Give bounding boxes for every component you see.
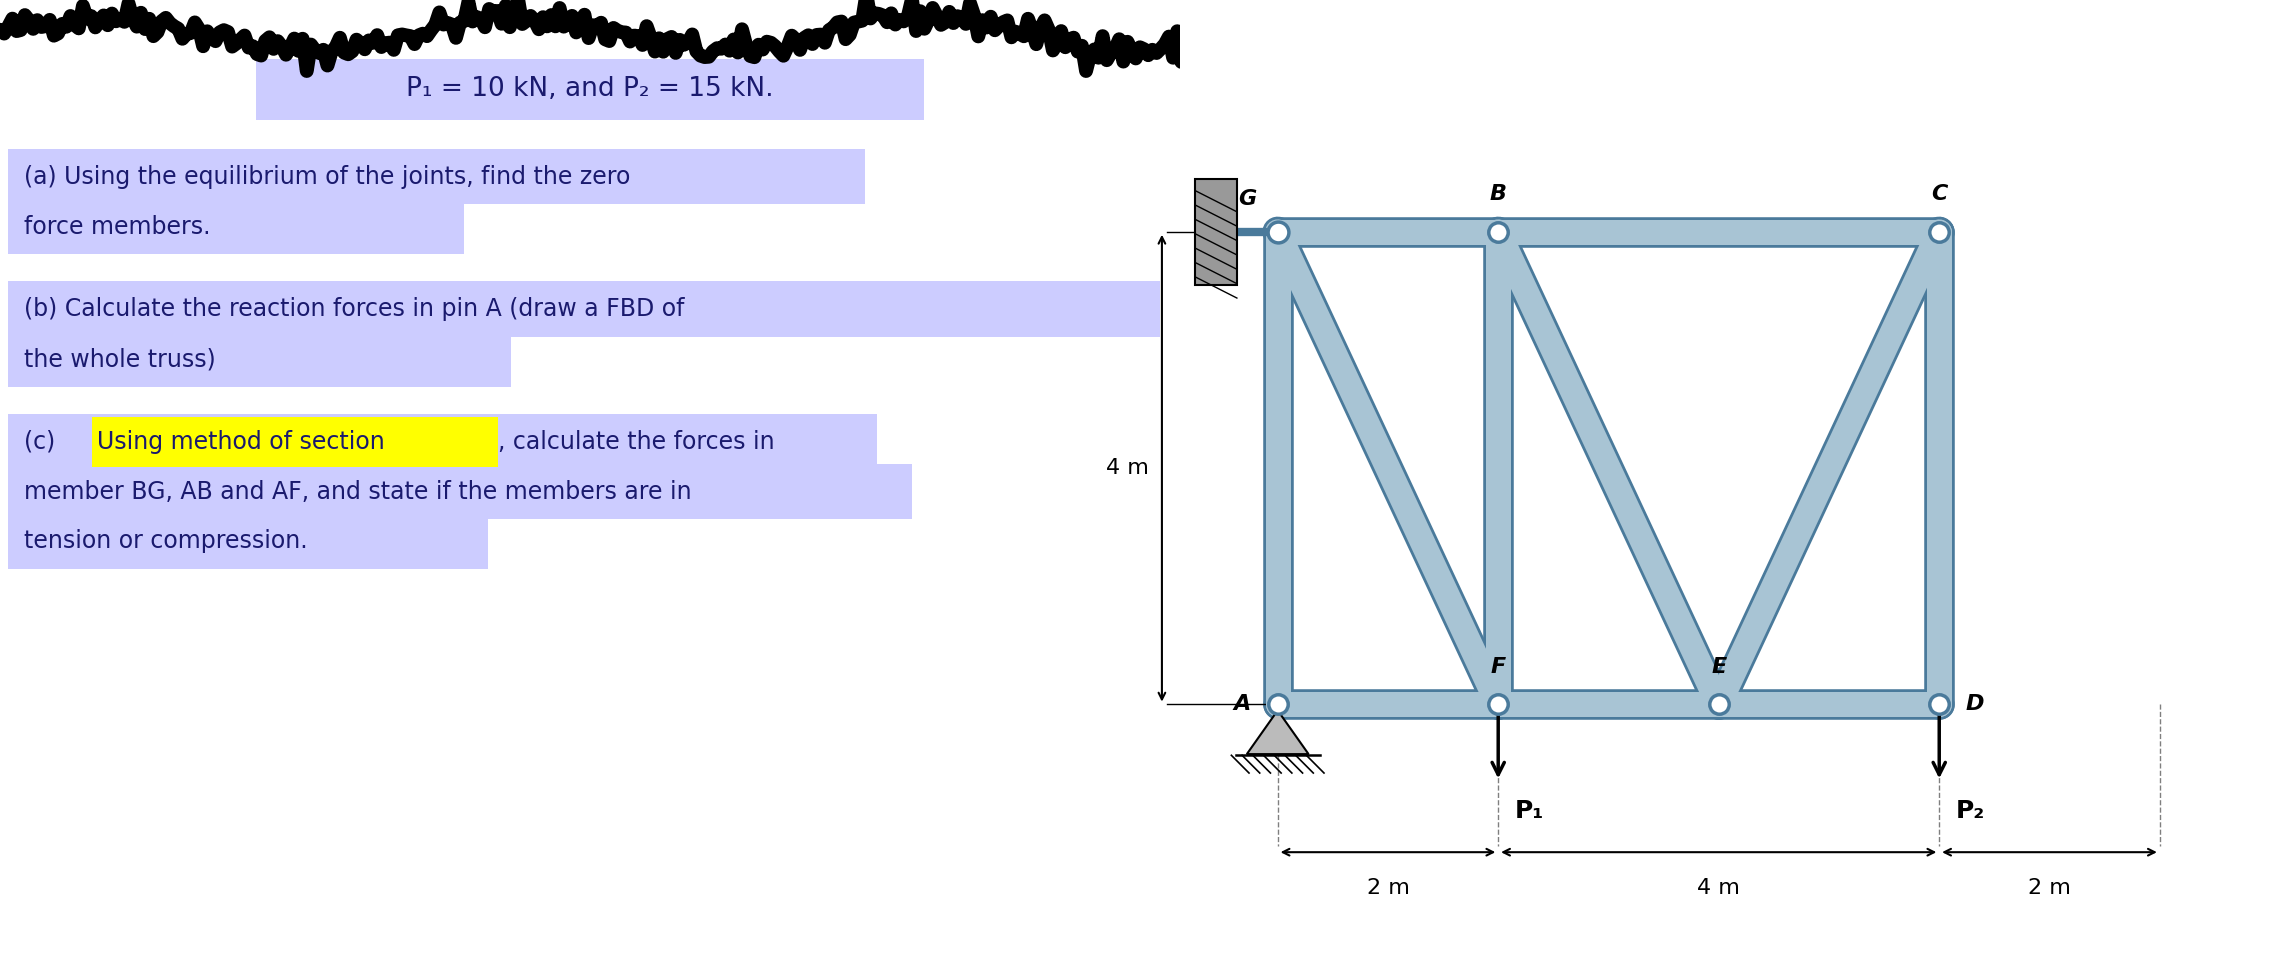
Text: P₂: P₂ <box>1957 799 1984 823</box>
Text: 2 m: 2 m <box>1367 878 1410 899</box>
Text: Using method of section: Using method of section <box>98 429 384 453</box>
Text: member BG, AB and AF, and state if the members are in: member BG, AB and AF, and state if the m… <box>23 479 692 503</box>
Text: P₁ = 10 kN, and P₂ = 15 kN.: P₁ = 10 kN, and P₂ = 15 kN. <box>406 76 774 103</box>
Text: tension or compression.: tension or compression. <box>23 530 306 553</box>
Text: the whole truss): the whole truss) <box>23 347 216 371</box>
Text: 4 m: 4 m <box>1698 878 1741 899</box>
FancyBboxPatch shape <box>9 414 876 469</box>
Text: (a) Using the equilibrium of the joints, find the zero: (a) Using the equilibrium of the joints,… <box>23 165 631 189</box>
Text: 2 m: 2 m <box>2027 878 2070 899</box>
Polygon shape <box>1246 710 1308 755</box>
Text: C: C <box>1932 184 1948 204</box>
FancyBboxPatch shape <box>9 281 1160 337</box>
Bar <box>1194 179 1237 285</box>
Text: , calculate the forces in: , calculate the forces in <box>497 429 774 453</box>
Text: D: D <box>1966 694 1984 714</box>
FancyBboxPatch shape <box>9 464 913 519</box>
Text: (c): (c) <box>23 429 61 453</box>
FancyBboxPatch shape <box>9 149 865 204</box>
FancyBboxPatch shape <box>93 417 497 467</box>
Text: A: A <box>1235 694 1251 714</box>
Text: (b) Calculate the reaction forces in pin A (draw a FBD of: (b) Calculate the reaction forces in pin… <box>23 298 683 321</box>
Text: 4 m: 4 m <box>1105 458 1149 478</box>
FancyBboxPatch shape <box>9 514 488 569</box>
Text: P₁: P₁ <box>1514 799 1544 823</box>
FancyBboxPatch shape <box>9 331 511 387</box>
Text: G: G <box>1237 189 1255 208</box>
Text: F: F <box>1491 657 1505 677</box>
Text: force members.: force members. <box>23 214 211 238</box>
Text: B: B <box>1489 184 1507 204</box>
Polygon shape <box>1178 31 2216 929</box>
FancyBboxPatch shape <box>257 59 924 120</box>
Text: E: E <box>1712 657 1727 677</box>
FancyBboxPatch shape <box>9 199 463 254</box>
